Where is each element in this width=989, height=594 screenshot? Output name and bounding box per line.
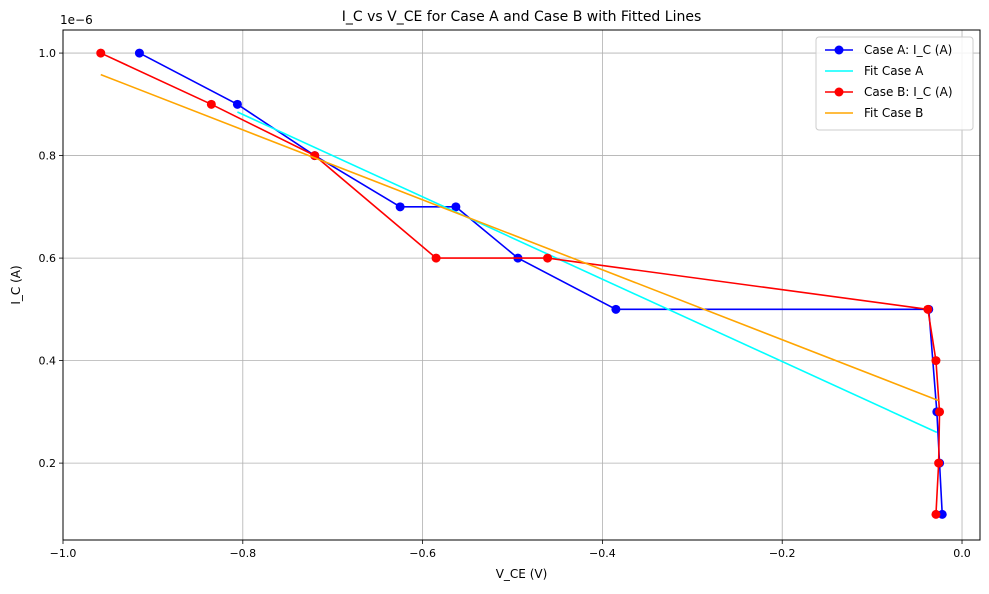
ticks: −1.0 −0.8 −0.6 −0.4 −0.2 0.0 0.2 0.4 0.6 0.8 1.0 xyxy=(39,47,971,560)
x-tick-label: −0.8 xyxy=(229,547,256,560)
legend-marker xyxy=(834,45,844,55)
legend-box xyxy=(815,36,974,131)
x-tick-label: −1.0 xyxy=(50,547,77,560)
data-point-case-a-i-c-a xyxy=(451,202,461,212)
data-point-case-b-i-c-a xyxy=(206,99,216,109)
data-point-case-a-i-c-a xyxy=(232,99,242,109)
series-line-case-b-i-c-a xyxy=(100,52,941,515)
data-point-case-a-i-c-a xyxy=(611,304,621,314)
data-point-case-b-i-c-a xyxy=(935,407,945,417)
x-tick-label: −0.4 xyxy=(589,547,616,560)
data-point-case-b-i-c-a xyxy=(931,356,941,366)
data-point-case-b-i-c-a xyxy=(96,48,106,58)
legend-label: Fit Case A xyxy=(864,64,924,78)
legend-marker xyxy=(834,87,844,97)
data-point-case-b-i-c-a xyxy=(543,253,553,263)
y-tick-label: 0.2 xyxy=(39,457,57,470)
y-tick-label: 0.8 xyxy=(39,150,57,163)
legend-label: Fit Case B xyxy=(864,106,923,120)
legend-label: Case B: I_C (A) xyxy=(864,85,953,99)
plot-frame xyxy=(62,29,981,541)
x-tick-label: −0.6 xyxy=(409,547,436,560)
x-tick-label: 0.0 xyxy=(953,547,971,560)
data-point-case-a-i-c-a xyxy=(134,48,144,58)
data-point-case-a-i-c-a xyxy=(395,202,405,212)
series-line-fit-case-b xyxy=(100,73,939,402)
data-point-case-b-i-c-a xyxy=(931,509,941,519)
x-tick-label: −0.2 xyxy=(769,547,796,560)
legend-label: Case A: I_C (A) xyxy=(864,43,952,57)
data-point-case-b-i-c-a xyxy=(923,304,933,314)
data-point-case-b-i-c-a xyxy=(431,253,441,263)
legend: Case A: I_C (A) Fit Case A Case B: I_C (A)… xyxy=(815,36,974,131)
series-layer xyxy=(96,48,947,519)
chart-title: I_C vs V_CE for Case A and Case B with F… xyxy=(342,9,702,25)
y-tick-label: 0.4 xyxy=(39,355,57,368)
y-axis-label: I_C (A) xyxy=(9,265,23,304)
data-point-case-a-i-c-a xyxy=(937,509,947,519)
y-offset-label: 1e−6 xyxy=(60,13,93,27)
x-axis-label: V_CE (V) xyxy=(496,567,548,581)
series-line-fit-case-a xyxy=(237,111,938,434)
y-tick-label: 1.0 xyxy=(39,47,57,60)
data-point-case-b-i-c-a xyxy=(934,458,944,468)
y-tick-label: 0.6 xyxy=(39,252,57,265)
data-point-case-b-i-c-a xyxy=(310,151,320,161)
